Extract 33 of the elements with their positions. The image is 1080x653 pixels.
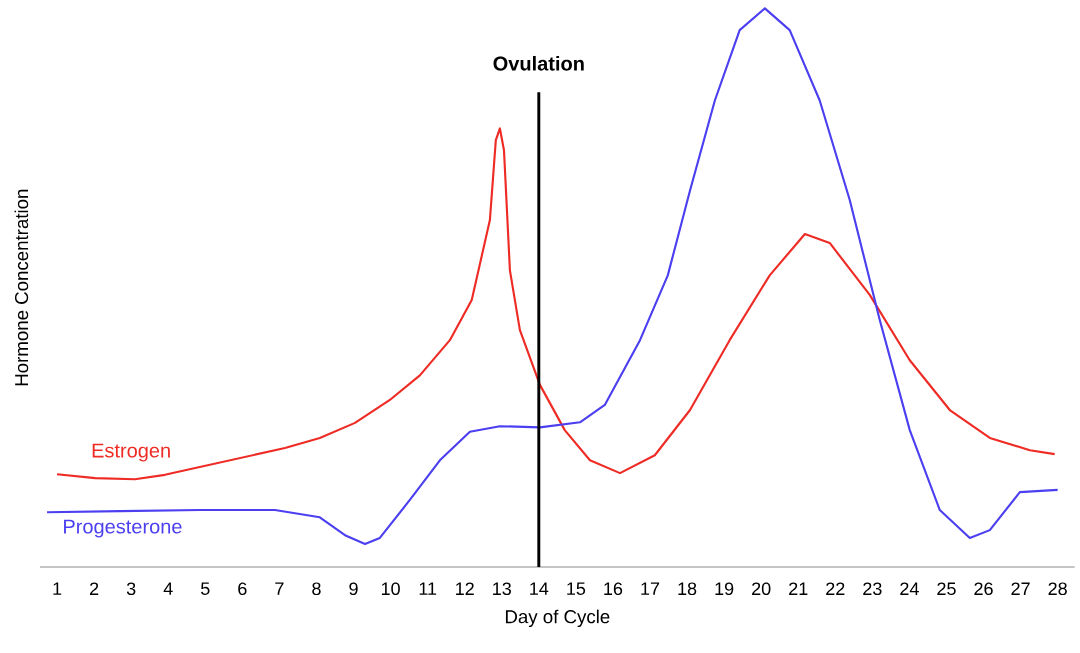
x-tick-label: 23 xyxy=(863,582,882,596)
y-axis-title: Hormone Concentration xyxy=(14,189,29,386)
x-tick-label: 18 xyxy=(678,582,697,596)
x-tick-label: 20 xyxy=(752,582,771,596)
x-tick-label: 27 xyxy=(1011,582,1030,595)
x-tick-label: 15 xyxy=(567,582,586,595)
x-tick-label: 6 xyxy=(238,582,247,596)
x-tick-label: 22 xyxy=(826,582,845,595)
x-axis-title: Day of Cycle xyxy=(505,609,610,628)
x-tick-label: 9 xyxy=(349,582,358,596)
series-label: Progesterone xyxy=(64,519,182,538)
x-tick-label: 19 xyxy=(715,582,734,596)
ref-line-label: Ovulation xyxy=(493,55,584,71)
x-tick-label: 10 xyxy=(381,582,400,596)
x-tick-label: 21 xyxy=(789,582,808,595)
x-tick-label: 2 xyxy=(90,582,99,595)
x-tick-label: 4 xyxy=(163,582,173,595)
x-tick-label: 28 xyxy=(1048,582,1067,596)
x-tick-label: 14 xyxy=(530,582,549,595)
x-tick-label: 17 xyxy=(641,582,660,595)
series-label: Estrogen xyxy=(92,443,170,462)
x-tick-label: 16 xyxy=(604,582,623,596)
x-tick-label: 26 xyxy=(974,582,993,596)
x-tick-label: 3 xyxy=(126,582,136,596)
x-tick-label: 12 xyxy=(456,582,474,595)
x-tick-label: 1 xyxy=(53,582,62,595)
x-tick-label: 7 xyxy=(275,582,284,595)
x-tick-label: 8 xyxy=(312,582,321,596)
x-tick-label: 13 xyxy=(493,582,511,596)
x-tick-label: 24 xyxy=(900,582,919,595)
x-tick-label: 11 xyxy=(419,582,437,595)
x-tick-label: 5 xyxy=(200,582,210,595)
x-tick-label: 25 xyxy=(937,582,956,596)
